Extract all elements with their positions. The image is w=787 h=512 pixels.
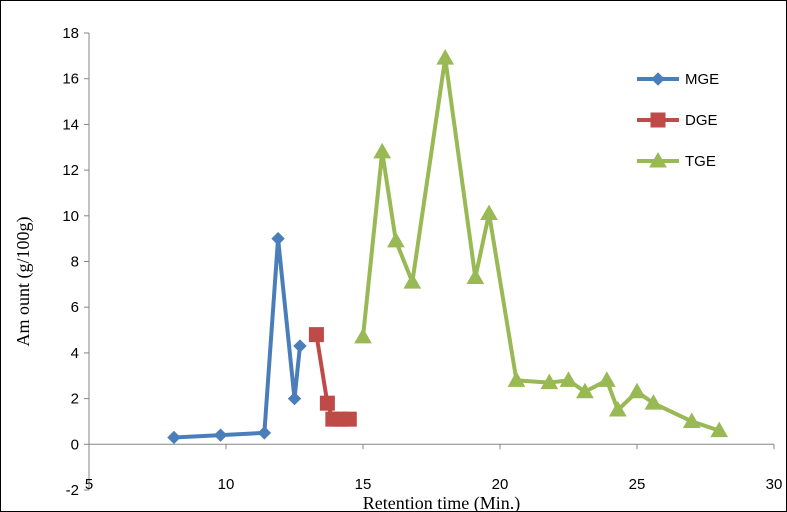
data-point-dge: [308, 327, 324, 343]
data-point-mge: [287, 391, 302, 406]
legend-label-tge: TGE: [685, 153, 716, 170]
y-tick-label: 2: [71, 391, 79, 408]
series-line-mge: [171, 236, 302, 440]
y-tick-label: 12: [62, 162, 79, 179]
x-tick-label: 10: [218, 476, 235, 493]
legend-marker-mge: [651, 72, 665, 86]
data-point-mge: [257, 426, 272, 440]
data-point-tge: [559, 371, 578, 387]
y-tick-label: 14: [62, 116, 79, 133]
legend-item-dge: DGE: [637, 112, 718, 129]
y-tick-label: 8: [71, 254, 79, 271]
data-point-dge: [341, 411, 357, 427]
series-line-tge: [361, 56, 722, 433]
data-point-dge: [319, 395, 335, 411]
data-point-tge: [576, 382, 594, 399]
plot-area: [167, 49, 729, 445]
x-tick-label: 15: [355, 476, 372, 493]
y-tick-label: -2: [66, 482, 79, 499]
data-point-tge: [682, 412, 701, 428]
y-tick-label: 6: [71, 299, 79, 316]
data-point-tge: [644, 394, 663, 410]
legend-label-dge: DGE: [685, 112, 718, 129]
legend: MGE DGE TGE: [637, 71, 719, 170]
x-tick-label: 25: [629, 476, 646, 493]
x-tick-label: 20: [492, 476, 509, 493]
series-tge: [354, 49, 729, 438]
legend-item-mge: MGE: [637, 71, 719, 88]
legend-label-mge: MGE: [685, 71, 719, 88]
data-point-tge: [387, 231, 405, 248]
data-point-mge: [271, 231, 285, 246]
data-point-tge: [597, 371, 616, 387]
series-dge: [308, 327, 357, 427]
data-point-mge: [293, 339, 307, 353]
series-mge: [167, 231, 307, 445]
data-point-tge: [540, 373, 559, 390]
legend-item-tge: TGE: [637, 151, 716, 170]
y-tick-label: 10: [62, 208, 79, 225]
data-point-tge: [466, 268, 485, 284]
data-point-tge: [436, 49, 455, 65]
y-tick-label: 0: [71, 436, 79, 453]
data-point-mge: [213, 428, 228, 442]
data-point-tge: [373, 142, 392, 159]
y-tick-label: 16: [62, 71, 79, 88]
legend-marker-dge: [650, 112, 666, 128]
axes: -2 0 2 4 6 8 10 12 14 16 18 5 10 15 20 25 30: [62, 25, 782, 499]
data-point-tge: [480, 204, 498, 221]
y-tick-label: 18: [62, 25, 79, 42]
data-point-tge: [507, 371, 526, 387]
y-tick-label: 4: [71, 345, 79, 362]
data-point-tge: [403, 273, 422, 289]
data-point-tge: [354, 327, 372, 344]
legend-marker-tge: [649, 151, 667, 168]
x-tick-label: 30: [766, 476, 783, 493]
data-point-tge: [628, 382, 646, 399]
data-point-tge: [608, 401, 627, 417]
data-point-mge: [167, 430, 181, 445]
y-axis-title: Am ount (g/100g): [13, 217, 34, 347]
x-tick-label: 5: [85, 476, 93, 493]
data-point-tge: [710, 421, 729, 438]
x-axis-title: Retention time (Min.): [363, 493, 520, 511]
